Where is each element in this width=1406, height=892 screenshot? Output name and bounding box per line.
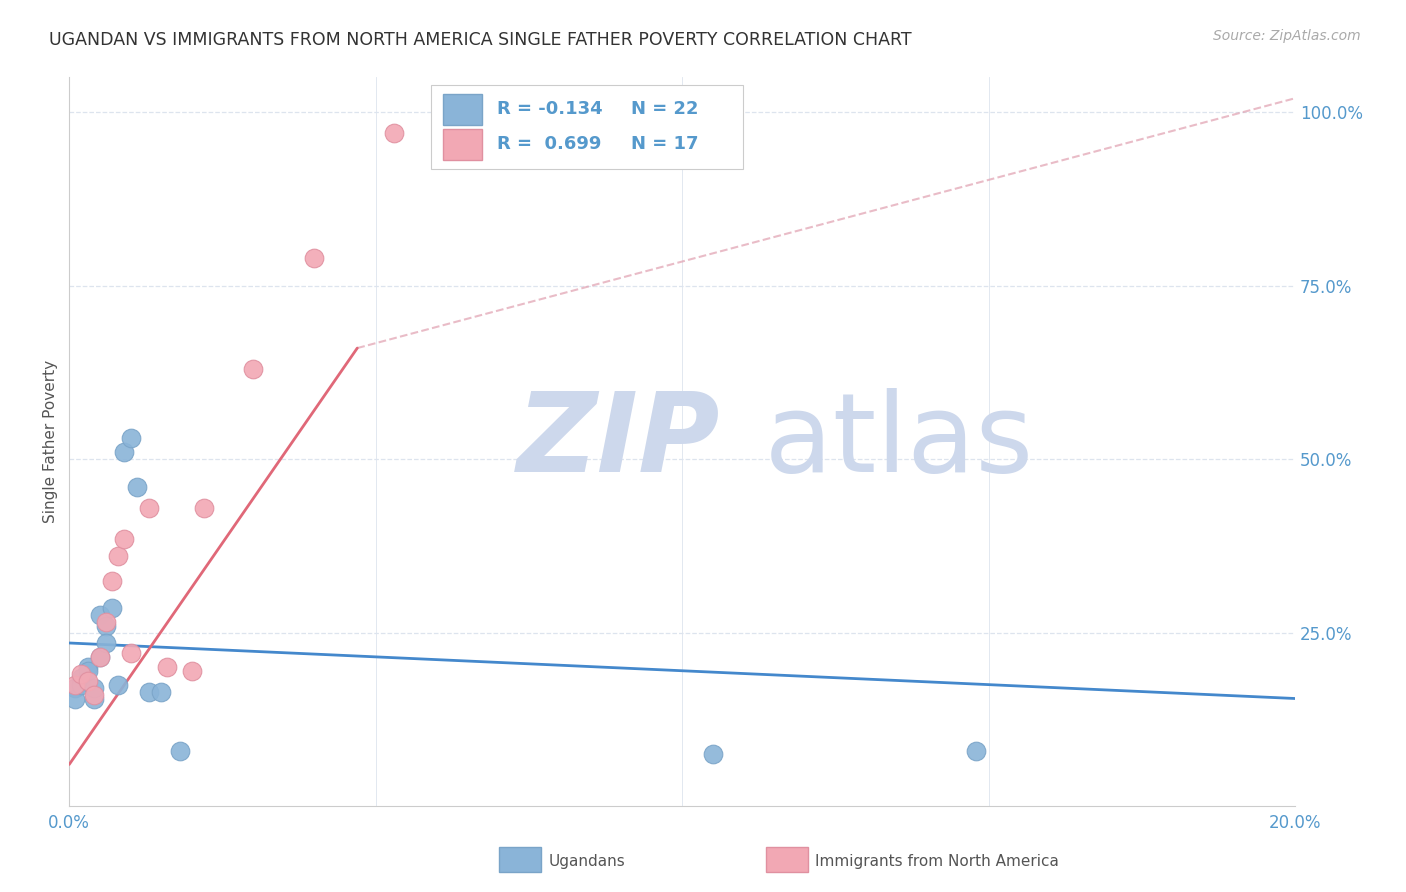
Point <box>112 445 135 459</box>
Point <box>169 743 191 757</box>
Point <box>180 664 202 678</box>
Point <box>89 649 111 664</box>
Point <box>101 601 124 615</box>
Point <box>70 671 93 685</box>
Point <box>150 684 173 698</box>
Point <box>156 660 179 674</box>
Text: atlas: atlas <box>516 388 1033 495</box>
Text: ZIP: ZIP <box>516 388 720 495</box>
Point <box>76 674 98 689</box>
Point <box>304 251 326 265</box>
Point <box>107 549 129 564</box>
Point <box>65 691 87 706</box>
Point <box>125 480 148 494</box>
Point <box>83 681 105 695</box>
FancyBboxPatch shape <box>443 129 482 160</box>
Point <box>101 574 124 588</box>
Text: Source: ZipAtlas.com: Source: ZipAtlas.com <box>1213 29 1361 43</box>
Point <box>193 500 215 515</box>
Point <box>94 636 117 650</box>
Point <box>120 431 142 445</box>
Point <box>70 678 93 692</box>
Point <box>76 664 98 678</box>
Point <box>70 667 93 681</box>
Point <box>138 684 160 698</box>
Point <box>94 615 117 630</box>
Y-axis label: Single Father Poverty: Single Father Poverty <box>44 360 58 524</box>
Point <box>702 747 724 761</box>
Text: N = 17: N = 17 <box>631 136 699 153</box>
Point <box>89 608 111 623</box>
Point <box>89 649 111 664</box>
Point <box>138 500 160 515</box>
Point <box>83 691 105 706</box>
Point <box>76 660 98 674</box>
Point <box>83 688 105 702</box>
Point <box>65 678 87 692</box>
Point <box>965 743 987 757</box>
Point <box>65 681 87 695</box>
Text: Immigrants from North America: Immigrants from North America <box>815 854 1059 869</box>
Point <box>242 362 264 376</box>
Point <box>112 532 135 546</box>
Text: R =  0.699: R = 0.699 <box>498 136 602 153</box>
Point <box>94 618 117 632</box>
FancyBboxPatch shape <box>443 95 482 125</box>
Text: Ugandans: Ugandans <box>548 854 626 869</box>
Text: R = -0.134: R = -0.134 <box>498 100 603 118</box>
Point <box>382 126 405 140</box>
Point <box>107 678 129 692</box>
Text: UGANDAN VS IMMIGRANTS FROM NORTH AMERICA SINGLE FATHER POVERTY CORRELATION CHART: UGANDAN VS IMMIGRANTS FROM NORTH AMERICA… <box>49 31 912 49</box>
Point <box>120 647 142 661</box>
Text: N = 22: N = 22 <box>631 100 699 118</box>
FancyBboxPatch shape <box>430 85 744 169</box>
